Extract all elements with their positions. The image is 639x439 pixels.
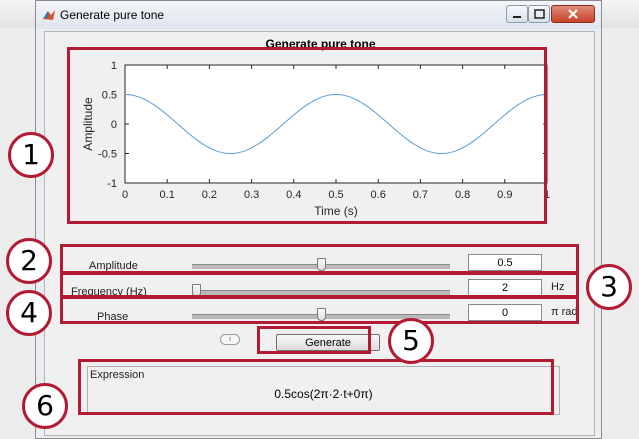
x-tick-label: 0.8 <box>455 189 470 201</box>
callout-number-4: 4 <box>6 290 52 336</box>
x-tick-label: 0.9 <box>497 189 512 201</box>
y-tick-label: -1 <box>107 178 117 190</box>
callout-number-6: 6 <box>22 383 68 429</box>
x-tick-label: 1 <box>544 189 550 201</box>
y-tick-label: 0.5 <box>102 90 117 102</box>
amplitude-slider-thumb[interactable] <box>316 258 326 271</box>
callout-box-generate <box>257 326 371 354</box>
phase-unit: π rad <box>551 306 578 318</box>
frequency-unit: Hz <box>551 281 565 293</box>
expression-value: 0.5cos(2π·2·t+0π) <box>274 387 373 401</box>
callout-number-1: 1 <box>8 132 54 178</box>
x-tick-label: 0.7 <box>413 189 428 201</box>
waveform-line <box>124 93 548 155</box>
expression-header: Expression <box>90 369 145 381</box>
info-icon: i <box>229 336 231 343</box>
phase-field[interactable] <box>468 304 542 321</box>
generate-button[interactable]: Generate <box>276 334 380 351</box>
info-button[interactable]: i <box>220 334 240 345</box>
x-tick-label: 0 <box>122 189 128 201</box>
y-tick-label: 1 <box>111 60 117 72</box>
y-tick-label: -0.5 <box>98 149 117 161</box>
close-button[interactable] <box>551 5 595 23</box>
maximize-icon <box>534 9 545 19</box>
x-tick-label: 0.5 <box>328 189 343 201</box>
phase-label: Phase <box>97 311 129 323</box>
y-tick-label: 0 <box>111 119 117 131</box>
phase-slider-thumb[interactable] <box>316 308 326 321</box>
x-tick-label: 0.3 <box>244 189 259 201</box>
amplitude-label: Amplitude <box>89 260 138 272</box>
frequency-slider[interactable] <box>192 290 450 295</box>
callout-number-3: 3 <box>586 264 632 310</box>
callout-number-5: 5 <box>388 318 434 364</box>
minimize-button[interactable] <box>506 5 528 23</box>
callout-box-plot <box>67 47 547 224</box>
plot-area <box>124 64 548 184</box>
x-tick-label: 0.4 <box>286 189 301 201</box>
callout-box-amplitude <box>60 244 579 274</box>
close-icon <box>568 9 578 19</box>
waveform-plot: 0 0.1 0.2 0.3 0.4 0.5 0.6 0.7 0.8 0.9 1 1 0.5 0 -0.5 -1… <box>81 60 550 218</box>
window-title: Generate pure tone <box>60 8 165 22</box>
x-tick-label: 0.2 <box>202 189 217 201</box>
matlab-icon <box>43 10 55 20</box>
callout-box-expression <box>78 359 554 415</box>
minimize-icon <box>513 16 521 18</box>
x-tick-label: 0.1 <box>160 189 175 201</box>
x-tick-label: 0.6 <box>371 189 386 201</box>
title-bar: Generate pure tone <box>36 1 601 29</box>
callout-box-frequency <box>60 272 579 298</box>
amplitude-field[interactable] <box>468 254 542 271</box>
figure-panel: Generate pure tone 0 0.1 0.2 0.3 0.4 0.5 0.6 0.… <box>44 31 595 436</box>
callout-box-phase <box>60 296 579 324</box>
x-axis-label: Time (s) <box>314 204 358 218</box>
maximize-button[interactable] <box>528 5 550 23</box>
y-axis-label: Amplitude <box>81 97 95 151</box>
callout-number-2: 2 <box>6 238 52 284</box>
